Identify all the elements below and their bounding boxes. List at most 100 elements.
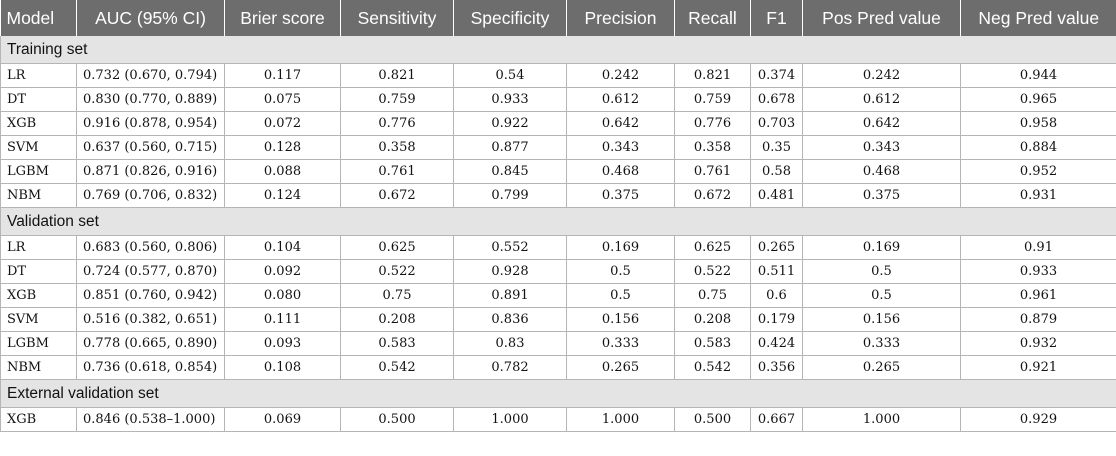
cell-f1: 0.703 (750, 111, 803, 136)
cell-f1: 0.179 (750, 307, 803, 332)
cell-sensitivity: 0.776 (340, 111, 454, 136)
cell-precision: 0.156 (566, 307, 675, 332)
cell-precision: 0.5 (566, 259, 675, 284)
cell-pos-pred-value: 0.169 (802, 235, 961, 260)
cell-recall: 0.542 (674, 355, 751, 380)
section-row: Training set (0, 36, 1116, 64)
cell-sensitivity: 0.500 (340, 407, 454, 432)
cell-precision: 0.468 (566, 159, 675, 184)
cell-pos-pred-value: 0.375 (802, 183, 961, 208)
cell-neg-pred-value: 0.921 (960, 355, 1116, 380)
cell-recall: 0.821 (674, 63, 751, 88)
header-f1: F1 (750, 0, 803, 36)
table-row: XGB 0.851 (0.760, 0.942) 0.080 0.75 0.891 0.5… (0, 283, 1116, 308)
cell-sensitivity: 0.759 (340, 87, 454, 112)
cell-precision: 0.5 (566, 283, 675, 308)
cell-f1: 0.6 (750, 283, 803, 308)
cell-specificity: 0.782 (453, 355, 567, 380)
header-neg-pred-value: Neg Pred value (960, 0, 1116, 36)
cell-recall: 0.522 (674, 259, 751, 284)
table-row: DT 0.724 (0.577, 0.870) 0.092 0.522 0.928 0.5… (0, 259, 1116, 284)
cell-recall: 0.672 (674, 183, 751, 208)
cell-specificity: 0.54 (453, 63, 567, 88)
cell-f1: 0.356 (750, 355, 803, 380)
cell-precision: 0.612 (566, 87, 675, 112)
table-row: LGBM 0.871 (0.826, 0.916) 0.088 0.761 0.845 0… (0, 159, 1116, 184)
cell-auc: 0.778 (0.665, 0.890) (76, 331, 225, 356)
cell-model: XGB (0, 283, 77, 308)
cell-f1: 0.511 (750, 259, 803, 284)
table-row: DT 0.830 (0.770, 0.889) 0.075 0.759 0.933 0.6… (0, 87, 1116, 112)
cell-sensitivity: 0.542 (340, 355, 454, 380)
cell-model: NBM (0, 183, 77, 208)
cell-sensitivity: 0.208 (340, 307, 454, 332)
cell-f1: 0.265 (750, 235, 803, 260)
cell-neg-pred-value: 0.965 (960, 87, 1116, 112)
header-brier-score: Brier score (224, 0, 341, 36)
cell-auc: 0.830 (0.770, 0.889) (76, 87, 225, 112)
results-table: Model AUC (95% CI) Brier score Sensitivi… (0, 0, 1116, 432)
cell-specificity: 0.877 (453, 135, 567, 160)
header-sensitivity: Sensitivity (340, 0, 454, 36)
cell-brier-score: 0.093 (224, 331, 341, 356)
cell-model: DT (0, 87, 77, 112)
cell-neg-pred-value: 0.933 (960, 259, 1116, 284)
section-row: External validation set (0, 379, 1116, 408)
cell-neg-pred-value: 0.932 (960, 331, 1116, 356)
cell-model: LR (0, 235, 77, 260)
cell-specificity: 0.891 (453, 283, 567, 308)
cell-neg-pred-value: 0.929 (960, 407, 1116, 432)
cell-brier-score: 0.069 (224, 407, 341, 432)
cell-recall: 0.500 (674, 407, 751, 432)
cell-specificity: 0.552 (453, 235, 567, 260)
section-row: Validation set (0, 207, 1116, 236)
cell-brier-score: 0.080 (224, 283, 341, 308)
cell-pos-pred-value: 0.265 (802, 355, 961, 380)
cell-auc: 0.516 (0.382, 0.651) (76, 307, 225, 332)
cell-model: XGB (0, 111, 77, 136)
cell-f1: 0.424 (750, 331, 803, 356)
cell-model: LGBM (0, 159, 77, 184)
cell-pos-pred-value: 0.343 (802, 135, 961, 160)
cell-model: LR (0, 63, 77, 88)
cell-recall: 0.759 (674, 87, 751, 112)
cell-brier-score: 0.108 (224, 355, 341, 380)
cell-precision: 0.375 (566, 183, 675, 208)
cell-model: LGBM (0, 331, 77, 356)
cell-pos-pred-value: 0.642 (802, 111, 961, 136)
header-precision: Precision (566, 0, 675, 36)
cell-sensitivity: 0.821 (340, 63, 454, 88)
cell-precision: 0.265 (566, 355, 675, 380)
section-title: External validation set (0, 379, 1116, 408)
cell-neg-pred-value: 0.884 (960, 135, 1116, 160)
cell-brier-score: 0.117 (224, 63, 341, 88)
cell-model: SVM (0, 135, 77, 160)
section-title: Validation set (0, 207, 1116, 236)
cell-precision: 0.642 (566, 111, 675, 136)
header-model: Model (0, 0, 77, 36)
cell-sensitivity: 0.358 (340, 135, 454, 160)
cell-model: SVM (0, 307, 77, 332)
cell-brier-score: 0.111 (224, 307, 341, 332)
cell-neg-pred-value: 0.944 (960, 63, 1116, 88)
cell-f1: 0.374 (750, 63, 803, 88)
cell-recall: 0.625 (674, 235, 751, 260)
cell-sensitivity: 0.761 (340, 159, 454, 184)
cell-specificity: 0.83 (453, 331, 567, 356)
cell-auc: 0.871 (0.826, 0.916) (76, 159, 225, 184)
cell-model: DT (0, 259, 77, 284)
cell-pos-pred-value: 0.5 (802, 283, 961, 308)
cell-pos-pred-value: 0.5 (802, 259, 961, 284)
cell-pos-pred-value: 0.468 (802, 159, 961, 184)
cell-neg-pred-value: 0.879 (960, 307, 1116, 332)
table-row: LR 0.732 (0.670, 0.794) 0.117 0.821 0.54 0.24… (0, 63, 1116, 88)
cell-precision: 1.000 (566, 407, 675, 432)
cell-sensitivity: 0.522 (340, 259, 454, 284)
cell-precision: 0.343 (566, 135, 675, 160)
cell-f1: 0.35 (750, 135, 803, 160)
cell-specificity: 0.836 (453, 307, 567, 332)
cell-auc: 0.846 (0.538–1.000) (76, 407, 225, 432)
cell-brier-score: 0.092 (224, 259, 341, 284)
cell-recall: 0.75 (674, 283, 751, 308)
cell-recall: 0.208 (674, 307, 751, 332)
